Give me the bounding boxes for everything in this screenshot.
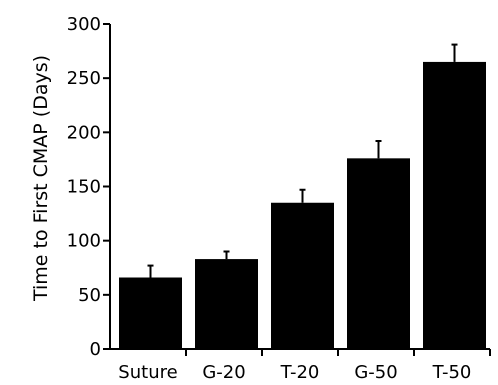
y-tick-label: 300 bbox=[67, 14, 101, 35]
bar-t-50 bbox=[423, 61, 486, 350]
bar-g-20 bbox=[195, 259, 258, 349]
y-axis-title: Time to First CMAP (Days) bbox=[30, 55, 52, 302]
x-tick-label-t-50: T-50 bbox=[432, 362, 472, 383]
x-tick-label-g-50: G-50 bbox=[354, 362, 397, 383]
bar-g-50 bbox=[347, 158, 410, 349]
bar-t-20 bbox=[271, 202, 334, 349]
y-ticks-group: 0 50 100 150 200 250 300 bbox=[67, 14, 110, 360]
y-tick-label: 200 bbox=[67, 122, 101, 143]
y-tick-label: 50 bbox=[78, 285, 101, 306]
y-tick-label: 0 bbox=[90, 339, 101, 360]
x-tick-label-t-20: T-20 bbox=[280, 362, 320, 383]
x-ticks-group: Suture G-20 T-20 G-50 T-50 bbox=[118, 349, 491, 383]
bars-group bbox=[119, 61, 486, 350]
y-tick-label: 100 bbox=[67, 231, 101, 252]
x-tick-label-g-20: G-20 bbox=[202, 362, 245, 383]
y-tick-label: 250 bbox=[67, 68, 101, 89]
bar-suture bbox=[119, 277, 182, 349]
y-tick-label: 150 bbox=[67, 177, 101, 198]
x-tick-label-suture: Suture bbox=[118, 362, 177, 383]
error-bars-group bbox=[147, 43, 458, 278]
